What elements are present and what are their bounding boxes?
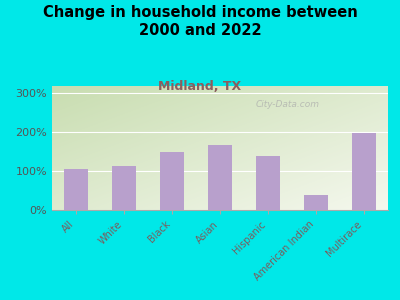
Text: City-Data.com: City-Data.com	[255, 100, 319, 109]
Bar	[304, 195, 328, 210]
Bar	[160, 152, 184, 210]
Bar	[112, 166, 136, 210]
Text: Change in household income between
2000 and 2022: Change in household income between 2000 …	[43, 4, 357, 38]
Bar	[64, 169, 88, 210]
Text: Midland, TX: Midland, TX	[158, 80, 242, 92]
Bar	[256, 156, 280, 210]
Bar	[352, 133, 376, 210]
Bar	[208, 145, 232, 210]
